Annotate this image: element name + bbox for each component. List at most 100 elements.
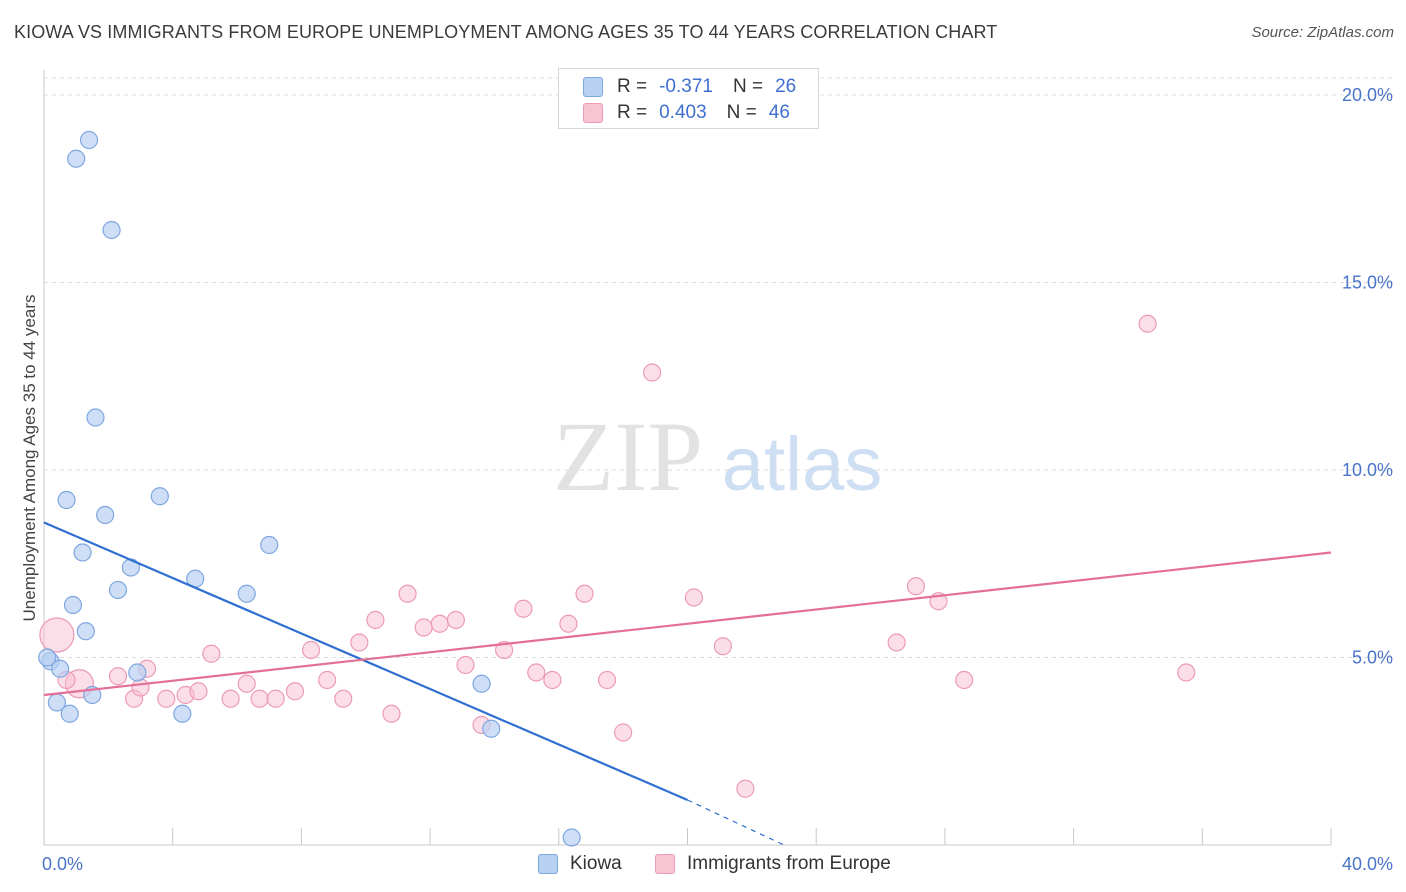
europe-point bbox=[684, 588, 704, 607]
axes bbox=[43, 70, 1332, 846]
kiowa-point bbox=[128, 663, 147, 682]
kiowa-point bbox=[472, 674, 491, 693]
europe-point bbox=[131, 678, 150, 697]
europe-point bbox=[350, 633, 369, 652]
europe-point bbox=[543, 670, 562, 690]
kiowa-point bbox=[73, 543, 92, 562]
europe-point bbox=[250, 689, 269, 708]
legend-n-label: N = bbox=[732, 76, 764, 97]
kiowa-point bbox=[96, 505, 115, 525]
europe-point bbox=[614, 723, 633, 742]
europe-point bbox=[108, 667, 128, 686]
europe-point bbox=[39, 617, 75, 653]
europe-point bbox=[189, 682, 208, 701]
kiowa-point bbox=[102, 220, 121, 240]
europe-point bbox=[1138, 314, 1157, 333]
europe-point bbox=[221, 689, 240, 708]
europe-point bbox=[1177, 663, 1196, 682]
europe-point bbox=[527, 663, 546, 682]
legend-n-value: 26 bbox=[775, 76, 797, 97]
europe-point bbox=[713, 637, 732, 656]
y-tick-label: 10.0% bbox=[1342, 460, 1393, 480]
watermark-atlas: atlas bbox=[722, 422, 883, 507]
legend-r-label: R = bbox=[617, 76, 648, 97]
europe-point bbox=[736, 779, 755, 798]
kiowa-point bbox=[173, 704, 192, 723]
legend-n-label: N = bbox=[726, 102, 757, 123]
europe-point bbox=[906, 577, 926, 596]
europe-point bbox=[643, 363, 662, 382]
europe-point bbox=[495, 640, 514, 660]
legend-r-value: 0.403 bbox=[659, 102, 707, 123]
grid-lines bbox=[44, 77, 1392, 658]
europe-point bbox=[157, 689, 176, 708]
kiowa-point bbox=[108, 580, 128, 600]
chart-title: KIOWA VS IMMIGRANTS FROM EUROPE UNEMPLOY… bbox=[14, 22, 998, 42]
europe-trend-line bbox=[43, 551, 1332, 697]
kiowa-point bbox=[482, 719, 501, 738]
bottom-swatch-kiowa bbox=[538, 854, 558, 874]
europe-point bbox=[955, 670, 974, 690]
kiowa-point bbox=[38, 648, 57, 667]
legend-r-value: -0.371 bbox=[659, 76, 713, 97]
kiowa-point bbox=[60, 704, 79, 723]
y-tick-label: 20.0% bbox=[1342, 85, 1393, 105]
kiowa-point bbox=[150, 487, 169, 506]
x-tick-label: 0.0% bbox=[42, 854, 83, 874]
kiowa-point bbox=[67, 149, 86, 168]
europe-point bbox=[559, 614, 578, 633]
kiowa-point bbox=[63, 595, 83, 615]
europe-point bbox=[334, 689, 353, 708]
y-tick-label: 5.0% bbox=[1352, 648, 1393, 668]
europe-point bbox=[382, 704, 401, 723]
europe-point bbox=[318, 670, 337, 690]
kiowa-point bbox=[76, 622, 95, 641]
europe-point bbox=[366, 610, 385, 630]
watermark-zip: ZIP bbox=[553, 401, 703, 512]
kiowa-point bbox=[237, 584, 256, 603]
europe-point bbox=[887, 633, 906, 652]
europe-point bbox=[414, 618, 433, 637]
legend-r-label: R = bbox=[617, 102, 648, 123]
europe-point bbox=[266, 689, 285, 708]
legend-row-kiowa: R = -0.371 N = 26 bbox=[583, 75, 796, 99]
legend-row-europe: R = 0.403 N = 46 bbox=[583, 101, 790, 125]
europe-point bbox=[430, 614, 449, 633]
kiowa-point bbox=[260, 535, 279, 555]
kiowa-trend-extension bbox=[687, 799, 785, 846]
kiowa-points bbox=[38, 130, 581, 847]
europe-point bbox=[597, 670, 617, 690]
legend-box: R = -0.371 N = 26 R = 0.403 N = 46 bbox=[558, 68, 819, 129]
bottom-legend-kiowa-label: Kiowa bbox=[570, 853, 622, 874]
kiowa-point bbox=[86, 408, 105, 427]
europe-point bbox=[301, 640, 321, 660]
europe-point bbox=[456, 655, 475, 675]
legend-swatch-kiowa bbox=[583, 77, 603, 97]
bottom-swatch-europe bbox=[655, 854, 675, 874]
europe-point bbox=[446, 610, 465, 630]
bottom-legend-europe: Immigrants from Europe bbox=[655, 852, 891, 876]
kiowa-point bbox=[79, 130, 99, 150]
bottom-legend-kiowa: Kiowa bbox=[538, 852, 622, 876]
watermark: ZIP atlas bbox=[553, 401, 882, 512]
kiowa-point bbox=[57, 490, 76, 510]
y-tick-labels: 5.0% 10.0% 15.0% 20.0% bbox=[1342, 85, 1393, 668]
europe-point bbox=[202, 644, 221, 663]
europe-points bbox=[39, 314, 1196, 798]
x-tick-label: 40.0% bbox=[1342, 854, 1393, 874]
y-tick-label: 15.0% bbox=[1342, 273, 1393, 293]
europe-point bbox=[398, 584, 417, 603]
source-label: Source: ZipAtlas.com bbox=[1251, 24, 1394, 41]
europe-point bbox=[237, 674, 256, 693]
kiowa-point bbox=[562, 828, 581, 847]
europe-point bbox=[514, 599, 533, 618]
kiowa-trend-line bbox=[43, 521, 688, 802]
europe-point bbox=[575, 584, 594, 603]
legend-n-value: 46 bbox=[768, 102, 790, 123]
europe-point bbox=[285, 682, 305, 701]
bottom-legend-europe-label: Immigrants from Europe bbox=[687, 853, 891, 874]
kiowa-point bbox=[50, 659, 70, 678]
x-tick-labels: 0.0% 40.0% bbox=[42, 854, 1393, 874]
legend-swatch-europe bbox=[583, 103, 603, 123]
